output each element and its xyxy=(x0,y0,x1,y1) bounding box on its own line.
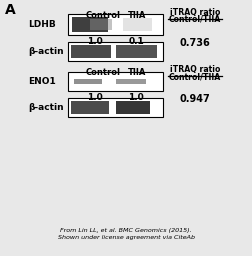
Bar xyxy=(68,98,163,117)
Text: 1.0: 1.0 xyxy=(87,93,103,102)
Text: iTRAQ ratio: iTRAQ ratio xyxy=(170,65,220,74)
Text: From Lin LL, et al. BMC Genomics (2015).: From Lin LL, et al. BMC Genomics (2015). xyxy=(60,228,192,233)
Text: ENO1: ENO1 xyxy=(28,77,56,86)
Text: A: A xyxy=(5,3,16,17)
Text: Shown under license agreement via CiteAb: Shown under license agreement via CiteAb xyxy=(57,235,195,240)
Bar xyxy=(68,14,163,35)
Text: 0.947: 0.947 xyxy=(180,94,210,104)
Text: β-actin: β-actin xyxy=(28,47,64,56)
Text: 1.0: 1.0 xyxy=(129,93,144,102)
Bar xyxy=(115,45,157,58)
Text: Control: Control xyxy=(85,11,120,20)
Bar xyxy=(71,101,109,114)
Text: TIIA: TIIA xyxy=(128,11,146,20)
Bar xyxy=(115,79,146,84)
Text: 1.0: 1.0 xyxy=(87,37,103,46)
Text: Control: Control xyxy=(85,68,120,77)
Bar xyxy=(123,18,152,31)
Bar xyxy=(90,19,111,30)
Bar xyxy=(68,72,163,91)
Text: LDHB: LDHB xyxy=(28,20,56,29)
Text: TIIA: TIIA xyxy=(128,68,146,77)
Text: 0.1: 0.1 xyxy=(129,37,144,46)
Text: Control/TIIA: Control/TIIA xyxy=(169,15,221,24)
Bar xyxy=(68,42,163,61)
Bar xyxy=(71,45,111,58)
Text: β-actin: β-actin xyxy=(28,103,64,112)
Text: iTRAQ ratio: iTRAQ ratio xyxy=(170,8,220,17)
Bar xyxy=(115,101,150,114)
Text: Control/TIIA: Control/TIIA xyxy=(169,72,221,81)
Bar xyxy=(74,79,102,84)
Bar xyxy=(72,17,108,33)
Text: 0.736: 0.736 xyxy=(180,38,210,48)
